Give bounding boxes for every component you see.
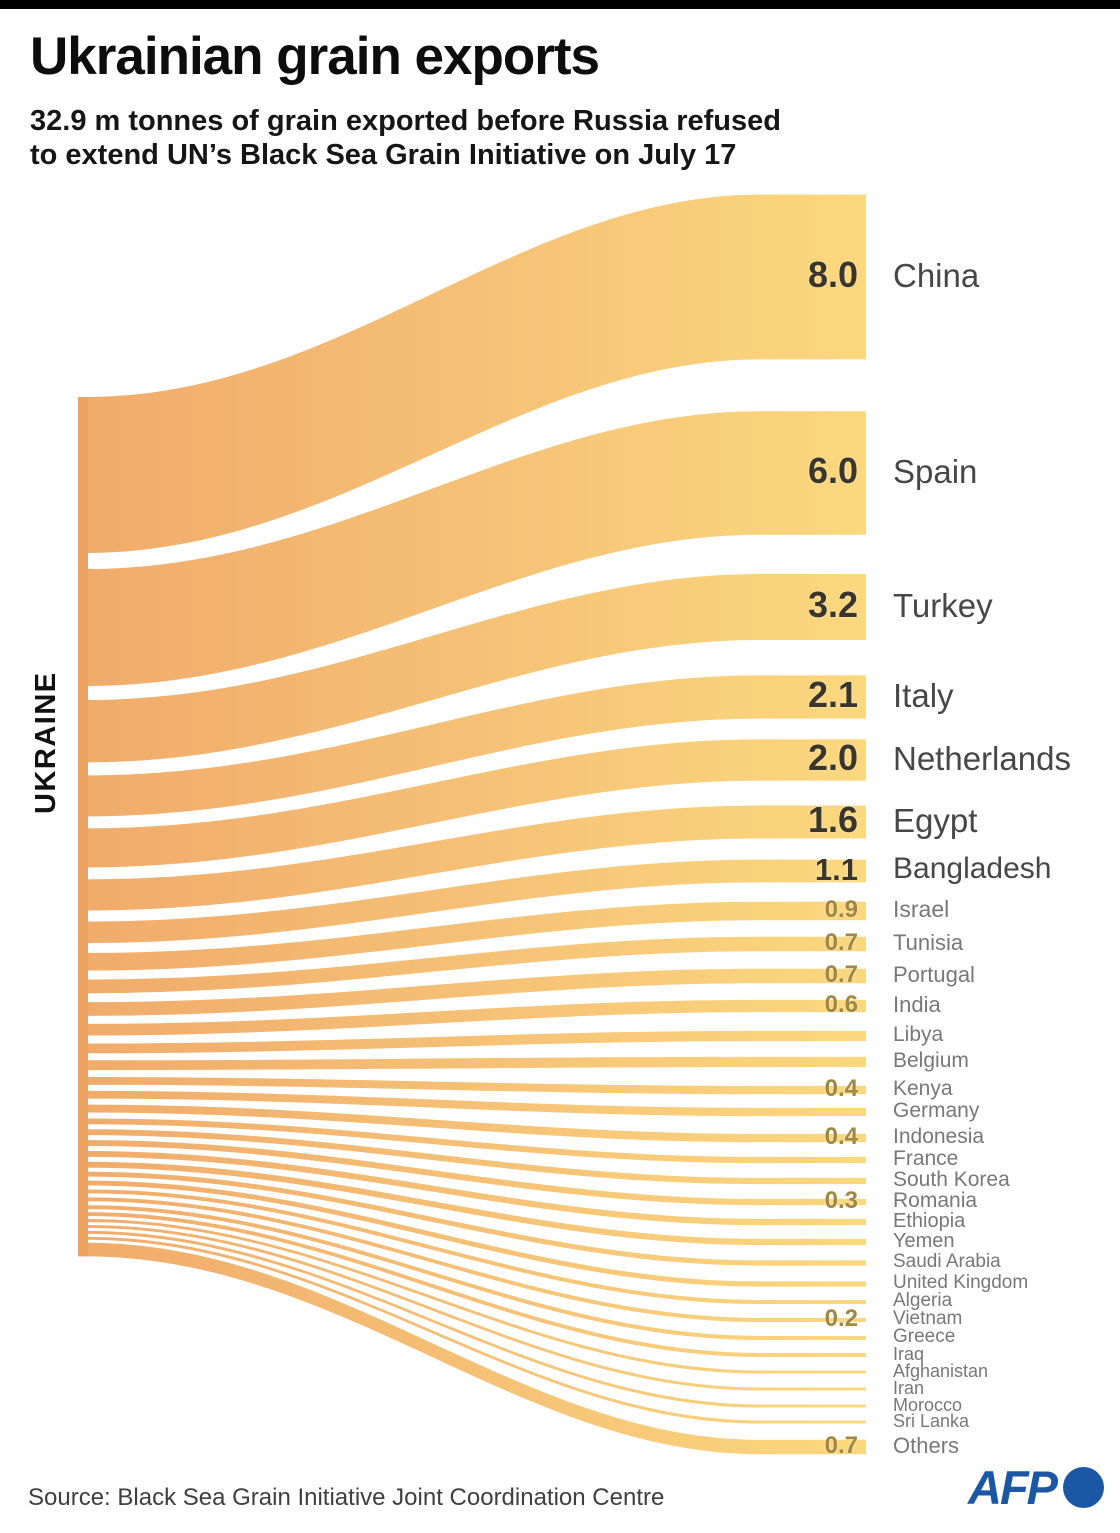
country-label-netherlands: Netherlands xyxy=(893,739,1071,777)
source-credit: Source: Black Sea Grain Initiative Joint… xyxy=(28,1484,665,1511)
country-label-vietnam: Vietnam xyxy=(893,1308,963,1330)
flow-indonesia xyxy=(86,1104,866,1143)
subtitle: 32.9 m tonnes of grain exported before R… xyxy=(30,104,781,172)
value-label-bangladesh: 1.1 xyxy=(814,851,858,887)
country-label-afghanistan: Afghanistan xyxy=(893,1360,989,1381)
flow-ethiopia xyxy=(86,1151,866,1226)
flow-india xyxy=(86,999,866,1036)
flow-kenya xyxy=(86,1077,866,1095)
value-label-indonesia: 0.4 xyxy=(824,1122,858,1150)
country-label-india: India xyxy=(893,991,941,1017)
value-label-kenya: 0.4 xyxy=(824,1074,858,1102)
value-label-egypt: 1.6 xyxy=(807,798,858,840)
country-label-iraq: Iraq xyxy=(893,1343,925,1364)
value-label-netherlands: 2.0 xyxy=(807,736,858,778)
country-label-egypt: Egypt xyxy=(893,801,978,839)
flow-bangladesh xyxy=(86,859,866,943)
country-label-israel: Israel xyxy=(893,896,950,923)
country-label-china: China xyxy=(893,256,980,294)
country-label-algeria: Algeria xyxy=(893,1290,953,1312)
flow-netherlands xyxy=(86,739,866,868)
flow-portugal xyxy=(86,968,866,1016)
flow-libya xyxy=(86,1030,866,1054)
subtitle-line-2: to extend UN’s Black Sea Grain Initiativ… xyxy=(30,139,737,171)
country-label-united-kingdom: United Kingdom xyxy=(893,1272,1029,1294)
country-label-south-korea: South Korea xyxy=(893,1168,1010,1192)
country-label-romania: Romania xyxy=(893,1189,978,1213)
flow-tunisia xyxy=(86,936,866,994)
flow-italy xyxy=(86,675,866,817)
country-label-italy: Italy xyxy=(893,676,954,714)
country-label-spain: Spain xyxy=(893,452,978,490)
value-label-israel: 0.9 xyxy=(824,895,858,923)
value-label-china: 8.0 xyxy=(807,253,858,295)
country-label-saudi-arabia: Saudi Arabia xyxy=(893,1251,1001,1273)
value-label-others: 0.7 xyxy=(824,1431,858,1459)
origin-node-label: UKRAINE xyxy=(30,671,62,814)
country-label-kenya: Kenya xyxy=(893,1077,953,1101)
country-label-tunisia: Tunisia xyxy=(893,929,964,955)
flow-turkey xyxy=(86,574,866,763)
country-label-ethiopia: Ethiopia xyxy=(893,1209,966,1232)
country-label-iran: Iran xyxy=(893,1377,925,1398)
flow-france xyxy=(86,1118,866,1164)
flow-belgium xyxy=(86,1056,866,1071)
value-label-portugal: 0.7 xyxy=(824,960,858,988)
flow-egypt xyxy=(86,805,866,911)
country-label-yemen: Yemen xyxy=(893,1229,955,1252)
afp-logo: AFP xyxy=(968,1464,1104,1511)
country-label-france: France xyxy=(893,1147,959,1171)
afp-logo-circle-icon xyxy=(1063,1467,1104,1508)
page-title: Ukrainian grain exports xyxy=(30,27,600,86)
flow-romania xyxy=(86,1140,866,1206)
country-label-belgium: Belgium xyxy=(893,1049,969,1073)
flow-israel xyxy=(86,901,866,971)
flow-spain xyxy=(86,411,866,686)
value-label-spain: 6.0 xyxy=(807,449,858,491)
flows-group xyxy=(78,194,866,1455)
flow-china xyxy=(86,194,866,553)
subtitle-line-1: 32.9 m tonnes of grain exported before R… xyxy=(30,105,781,137)
country-label-libya: Libya xyxy=(893,1023,944,1047)
afp-logo-text: AFP xyxy=(968,1461,1058,1514)
value-label-turkey: 3.2 xyxy=(807,583,858,625)
value-label-romania: 0.3 xyxy=(824,1186,858,1214)
country-label-sri-lanka: Sri Lanka xyxy=(893,1410,970,1431)
country-label-morocco: Morocco xyxy=(893,1394,963,1415)
country-label-greece: Greece xyxy=(893,1326,956,1348)
country-label-others: Others xyxy=(893,1432,960,1458)
value-label-tunisia: 0.7 xyxy=(824,928,858,956)
country-label-germany: Germany xyxy=(893,1099,980,1123)
country-label-portugal: Portugal xyxy=(893,961,975,987)
origin-node-bar xyxy=(78,397,88,1257)
value-label-india: 0.6 xyxy=(824,990,858,1018)
value-label-italy: 2.1 xyxy=(807,673,858,715)
flow-germany xyxy=(86,1090,866,1117)
top-accent-bar xyxy=(0,0,1120,9)
country-label-turkey: Turkey xyxy=(893,586,993,624)
flow-south-korea xyxy=(86,1129,866,1185)
value-label-vietnam: 0.2 xyxy=(824,1304,858,1332)
country-label-indonesia: Indonesia xyxy=(893,1125,985,1149)
country-label-bangladesh: Bangladesh xyxy=(893,852,1052,886)
